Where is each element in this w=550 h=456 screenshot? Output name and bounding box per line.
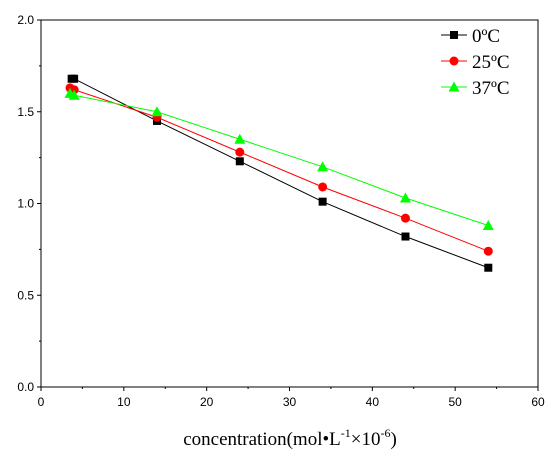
legend-marker [448, 81, 460, 92]
y-tick-label: 1.5 [17, 105, 34, 119]
x-tick-label: 30 [283, 395, 297, 409]
y-tick-label: 0.5 [17, 288, 34, 302]
data-point [400, 213, 410, 223]
x-axis-title-sup1: -1 [341, 426, 351, 440]
data-point [68, 89, 80, 100]
x-tick-label: 0 [38, 395, 45, 409]
data-point [318, 197, 327, 206]
x-axis-title-mid: ×10 [351, 429, 381, 450]
x-tick-label: 60 [531, 395, 545, 409]
data-point [483, 246, 493, 256]
series-markers [64, 74, 494, 272]
y-tick-label: 1.0 [17, 197, 34, 211]
legend-label: 0ºC [472, 26, 500, 47]
legend-label: 37ºC [472, 78, 510, 99]
series-lines [69, 78, 489, 269]
x-axis-title-tail: ) [390, 429, 396, 450]
data-point [317, 161, 329, 172]
x-tick-label: 40 [366, 395, 380, 409]
data-point [234, 133, 246, 144]
plot-frame [40, 19, 539, 388]
data-point [235, 157, 244, 166]
plot-border [40, 19, 539, 388]
x-tick-label: 10 [117, 395, 131, 409]
legend-marker [449, 56, 459, 66]
x-axis-title-sup2: -6 [380, 426, 390, 440]
x-tick-label: 50 [448, 395, 462, 409]
data-point [151, 106, 163, 117]
x-axis-title: concentration(mol•L-1×10-6) [183, 426, 397, 450]
data-point [484, 263, 493, 272]
legend-label: 25ºC [472, 52, 510, 73]
x-axis-title-main: concentration(mol•L [183, 429, 341, 450]
x-tick-label: 20 [200, 395, 214, 409]
series-line [69, 92, 489, 226]
y-tick-label: 2.0 [17, 13, 34, 27]
data-point [482, 220, 494, 231]
data-point [318, 182, 328, 192]
data-point [401, 232, 410, 241]
legend-marker [450, 31, 458, 39]
data-point [70, 74, 79, 83]
series-line [69, 87, 489, 252]
data-point [235, 147, 245, 157]
data-point [399, 192, 411, 203]
axis-ticks: 0 10 20 30 40 50 60 0.0 0.5 1.0 1.5 2.0 [17, 13, 545, 409]
y-tick-label: 0.0 [17, 380, 34, 394]
legend: 0ºC 25ºC 37ºC [441, 26, 510, 99]
